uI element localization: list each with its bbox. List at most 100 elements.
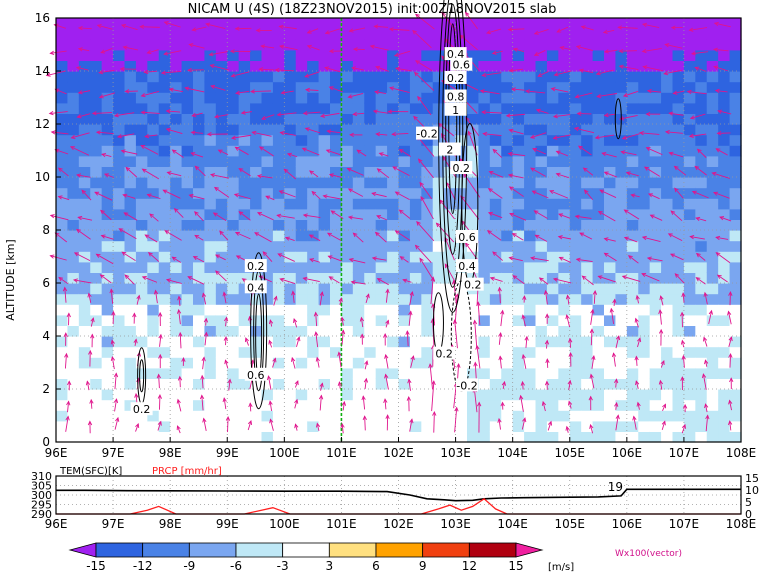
field-cell xyxy=(296,145,308,156)
field-cell xyxy=(410,166,422,177)
field-cell xyxy=(227,431,239,442)
field-cell xyxy=(604,198,616,209)
colorbar-segment xyxy=(329,543,376,557)
field-cell xyxy=(296,39,308,50)
field-cell xyxy=(90,368,102,379)
field-cell xyxy=(684,18,696,29)
field-cell xyxy=(102,315,114,326)
field-cell xyxy=(296,230,308,241)
field-cell xyxy=(570,389,582,400)
field-cell xyxy=(638,230,650,241)
field-cell xyxy=(695,71,707,82)
field-cell xyxy=(695,304,707,315)
field-cell xyxy=(376,188,388,199)
field-cell xyxy=(193,431,205,442)
sub-x-tick-label: 100E xyxy=(269,517,300,531)
field-cell xyxy=(478,39,490,50)
field-cell xyxy=(341,410,353,421)
contour-label: 0.2 xyxy=(435,348,453,361)
field-cell xyxy=(387,39,399,50)
field-cell xyxy=(67,400,79,411)
field-cell xyxy=(661,198,673,209)
field-cell xyxy=(159,283,171,294)
field-cell xyxy=(159,400,171,411)
field-cell xyxy=(536,389,548,400)
field-cell xyxy=(182,368,194,379)
contour-label: 0.6 xyxy=(453,59,471,72)
field-cell xyxy=(581,304,593,315)
field-cell xyxy=(193,315,205,326)
field-cell xyxy=(638,283,650,294)
field-cell xyxy=(79,368,91,379)
field-cell xyxy=(558,410,570,421)
field-cell xyxy=(239,39,251,50)
field-cell xyxy=(330,304,342,315)
field-cell xyxy=(262,177,274,188)
sub-x-tick-label: 106E xyxy=(612,517,643,531)
field-cell xyxy=(558,124,570,135)
field-cell xyxy=(204,378,216,389)
field-cell xyxy=(204,304,216,315)
field-cell xyxy=(193,92,205,103)
field-cell xyxy=(90,241,102,252)
field-cell xyxy=(364,60,376,71)
field-cell xyxy=(227,219,239,230)
field-cell xyxy=(501,336,513,347)
field-cell xyxy=(581,60,593,71)
field-cell xyxy=(387,177,399,188)
field-cell xyxy=(376,251,388,262)
field-cell xyxy=(319,177,331,188)
field-cell xyxy=(284,283,296,294)
field-cell xyxy=(421,145,433,156)
field-cell xyxy=(478,368,490,379)
field-cell xyxy=(262,166,274,177)
field-cell xyxy=(478,113,490,124)
field-cell xyxy=(695,347,707,358)
field-cell xyxy=(684,219,696,230)
field-cell xyxy=(239,219,251,230)
field-cell xyxy=(707,156,719,167)
field-cell xyxy=(113,209,125,220)
field-cell xyxy=(273,166,285,177)
field-cell xyxy=(718,283,730,294)
field-cell xyxy=(204,410,216,421)
field-cell xyxy=(136,283,148,294)
field-cell xyxy=(147,145,159,156)
field-cell xyxy=(284,347,296,358)
field-cell xyxy=(262,71,274,82)
field-cell xyxy=(718,71,730,82)
field-cell xyxy=(250,241,262,252)
field-cell xyxy=(730,209,742,220)
field-cell xyxy=(730,82,742,93)
field-cell xyxy=(684,177,696,188)
x-tick-label: 107E xyxy=(669,446,700,460)
field-cell xyxy=(170,283,182,294)
field-cell xyxy=(593,39,605,50)
field-cell xyxy=(227,325,239,336)
field-cell xyxy=(410,188,422,199)
field-cell xyxy=(113,92,125,103)
field-cell xyxy=(547,29,559,40)
field-cell xyxy=(182,209,194,220)
field-cell xyxy=(147,29,159,40)
field-cell xyxy=(136,251,148,262)
field-cell xyxy=(684,283,696,294)
field-cell xyxy=(730,156,742,167)
field-cell xyxy=(513,325,525,336)
field-cell xyxy=(638,251,650,262)
field-cell xyxy=(387,378,399,389)
field-cell xyxy=(627,188,639,199)
field-cell xyxy=(113,421,125,432)
field-cell xyxy=(341,262,353,273)
field-cell xyxy=(387,262,399,273)
field-cell xyxy=(284,135,296,146)
field-cell xyxy=(673,29,685,40)
field-cell xyxy=(227,103,239,114)
field-cell xyxy=(341,113,353,124)
field-cell xyxy=(376,29,388,40)
field-cell xyxy=(56,431,68,442)
field-cell xyxy=(319,18,331,29)
field-cell xyxy=(718,156,730,167)
field-cell xyxy=(341,71,353,82)
field-cell xyxy=(376,241,388,252)
